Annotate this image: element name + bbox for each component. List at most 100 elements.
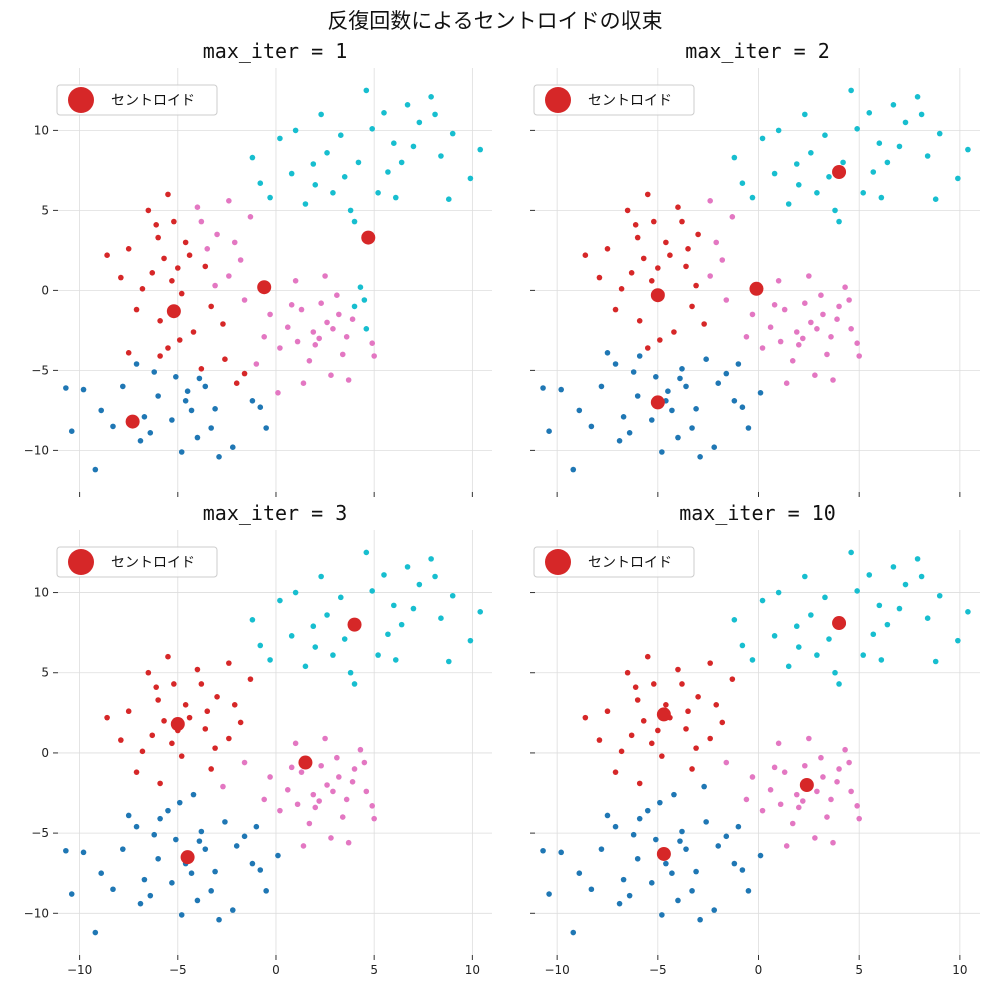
data-point xyxy=(767,787,774,793)
legend: セントロイド xyxy=(56,546,218,578)
data-point xyxy=(715,843,722,849)
data-point xyxy=(795,804,802,811)
data-point xyxy=(220,783,226,790)
data-point xyxy=(267,774,273,780)
data-point xyxy=(648,880,655,886)
data-point xyxy=(634,234,641,241)
data-point xyxy=(653,374,659,380)
data-point xyxy=(449,130,456,137)
data-point xyxy=(171,681,177,687)
data-point xyxy=(151,369,158,375)
data-point xyxy=(339,814,346,820)
data-point xyxy=(188,870,195,877)
data-point xyxy=(870,631,877,638)
data-point xyxy=(808,319,814,326)
data-point xyxy=(222,819,228,825)
data-point xyxy=(375,190,381,196)
data-point xyxy=(241,833,248,840)
data-point xyxy=(846,759,852,766)
data-point xyxy=(328,835,334,841)
data-point xyxy=(80,386,87,393)
data-point xyxy=(188,407,195,414)
y-tick-label: −5 xyxy=(31,826,49,840)
data-point xyxy=(703,819,709,825)
data-point xyxy=(288,633,295,639)
data-point xyxy=(669,870,675,877)
data-point xyxy=(540,847,546,854)
data-point xyxy=(671,329,677,335)
data-point xyxy=(632,222,639,228)
data-point xyxy=(369,803,376,809)
data-point xyxy=(675,897,681,904)
data-point xyxy=(683,846,689,852)
figure-title: 反復回数によるセントロイドの収束 xyxy=(327,9,662,33)
data-point xyxy=(212,868,218,875)
data-point xyxy=(818,754,824,761)
data-point xyxy=(139,286,146,292)
x-tick-label: −10 xyxy=(67,963,92,977)
data-point xyxy=(749,657,756,663)
data-point xyxy=(659,449,665,455)
data-point xyxy=(836,766,842,772)
data-point xyxy=(735,361,742,367)
data-point xyxy=(104,714,110,721)
data-point xyxy=(214,693,220,700)
subplot-title: max_iter = 1 xyxy=(203,39,348,63)
data-point xyxy=(277,345,283,351)
data-point xyxy=(757,852,764,859)
data-point xyxy=(202,726,209,732)
data-point xyxy=(723,297,730,303)
data-point xyxy=(848,87,854,94)
data-point xyxy=(186,714,193,721)
data-point xyxy=(133,306,140,313)
data-point xyxy=(745,888,752,894)
data-point xyxy=(398,159,405,166)
data-point xyxy=(598,846,605,852)
data-point xyxy=(306,358,313,364)
data-point xyxy=(125,812,132,819)
data-point xyxy=(363,326,370,332)
data-point xyxy=(789,820,796,827)
data-point xyxy=(310,791,317,798)
data-point xyxy=(257,404,264,411)
data-point xyxy=(711,444,718,451)
data-point xyxy=(932,196,939,202)
data-point xyxy=(840,159,846,166)
data-point xyxy=(237,257,244,263)
data-point xyxy=(924,153,931,159)
data-point xyxy=(876,140,883,146)
data-point xyxy=(713,239,720,246)
data-point xyxy=(467,637,474,644)
data-point xyxy=(104,252,110,258)
data-point xyxy=(671,791,677,798)
data-point xyxy=(655,265,661,271)
legend-centroid-marker xyxy=(545,549,571,575)
data-point xyxy=(802,300,808,307)
y-tick-label: 5 xyxy=(41,203,49,217)
data-point xyxy=(169,278,175,284)
data-point xyxy=(653,836,659,843)
data-point xyxy=(347,207,354,214)
centroid-marker xyxy=(257,280,272,295)
data-point xyxy=(876,602,883,609)
data-point xyxy=(630,831,637,838)
data-point xyxy=(63,847,69,854)
data-point xyxy=(707,273,713,279)
data-point xyxy=(955,175,961,182)
data-point xyxy=(713,702,720,708)
data-point xyxy=(80,849,87,856)
data-point xyxy=(233,380,240,387)
centroid-marker xyxy=(347,617,362,632)
data-point xyxy=(582,252,589,258)
data-point xyxy=(800,798,806,804)
data-point xyxy=(432,111,438,118)
data-point xyxy=(771,764,778,771)
data-point xyxy=(253,361,260,367)
data-point xyxy=(644,345,651,351)
data-point xyxy=(628,732,635,739)
data-point xyxy=(161,255,167,262)
data-point xyxy=(697,454,703,460)
data-point xyxy=(546,891,552,897)
data-point xyxy=(288,170,295,177)
y-tick-label: 5 xyxy=(41,666,49,680)
